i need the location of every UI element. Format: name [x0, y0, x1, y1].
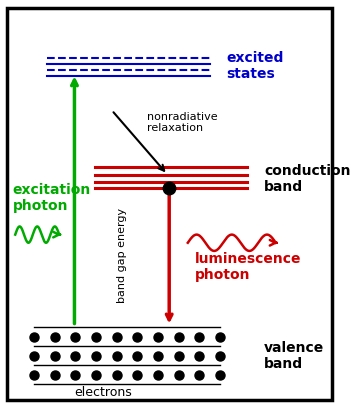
Text: valence
band: valence band: [264, 341, 324, 371]
Text: band gap energy: band gap energy: [117, 207, 127, 303]
Text: excitation
photon: excitation photon: [13, 183, 91, 213]
Text: excited
states: excited states: [227, 51, 284, 81]
Text: nonradiative
relaxation: nonradiative relaxation: [147, 112, 218, 133]
Text: conduction
band: conduction band: [264, 164, 350, 194]
Text: electrons: electrons: [74, 386, 132, 399]
Text: luminescence
photon: luminescence photon: [195, 252, 301, 282]
